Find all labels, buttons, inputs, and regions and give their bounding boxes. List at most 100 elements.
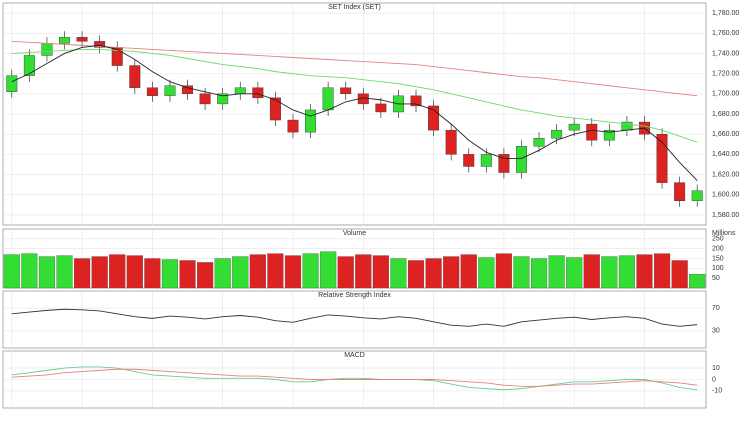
candle-body bbox=[410, 95, 422, 107]
candle-body bbox=[199, 93, 211, 105]
y-tick-label: 1,740.00 bbox=[712, 50, 739, 57]
volume-bar bbox=[618, 255, 635, 289]
indicator-line bbox=[11, 308, 698, 327]
y-tick-label: 0 bbox=[712, 376, 716, 383]
panel-title: Relative Strength Index bbox=[318, 292, 391, 299]
volume-bar bbox=[38, 256, 55, 289]
volume-bar bbox=[320, 251, 337, 289]
y-tick-label: 1,660.00 bbox=[712, 131, 739, 138]
volume-bar bbox=[302, 253, 319, 289]
volume-bar bbox=[109, 254, 126, 289]
candle-body bbox=[182, 85, 194, 95]
candle-body bbox=[480, 154, 492, 167]
volume-bar bbox=[161, 259, 179, 289]
candle-body bbox=[23, 55, 35, 76]
volume-bar bbox=[3, 254, 20, 289]
volume-bar bbox=[372, 255, 389, 289]
y-tick-label: 70 bbox=[712, 305, 720, 312]
y-tick-label: 100 bbox=[712, 265, 724, 272]
volume-bar bbox=[197, 262, 214, 289]
volume-bar bbox=[443, 256, 460, 289]
candle-body bbox=[463, 154, 475, 167]
volume-bar bbox=[654, 253, 671, 289]
y-tick-label: 1,600.00 bbox=[712, 192, 739, 199]
volume-bar bbox=[74, 258, 91, 289]
volume-bar bbox=[284, 255, 302, 289]
candle-body bbox=[445, 129, 457, 155]
panel-title: SET Index (SET) bbox=[328, 4, 381, 11]
volume-bar bbox=[91, 256, 108, 289]
candle-body bbox=[322, 87, 334, 111]
y-tick-label: 30 bbox=[712, 328, 720, 335]
volume-bar bbox=[689, 274, 706, 289]
volume-bar bbox=[179, 260, 196, 289]
panel-frame bbox=[2, 290, 707, 349]
volume-bar bbox=[636, 254, 653, 289]
candle-body bbox=[146, 87, 158, 97]
candle-body bbox=[41, 43, 53, 56]
candle-body bbox=[252, 87, 264, 99]
y-tick-label: 1,780.00 bbox=[712, 10, 739, 17]
volume-bar bbox=[56, 255, 73, 289]
volume-bar bbox=[126, 255, 143, 289]
candle-body bbox=[498, 154, 510, 173]
volume-bar bbox=[601, 256, 618, 289]
candle-body bbox=[6, 75, 18, 93]
candle-body bbox=[164, 85, 176, 97]
candle-body bbox=[129, 65, 141, 88]
candle-body bbox=[340, 87, 352, 95]
candle-body bbox=[94, 41, 106, 48]
volume-bar bbox=[232, 256, 249, 289]
candle-body bbox=[533, 138, 545, 147]
candle-body bbox=[217, 93, 229, 105]
indicator-line bbox=[11, 366, 698, 391]
volume-bar bbox=[460, 254, 477, 289]
candle-body bbox=[691, 190, 703, 201]
y-tick-label: 1,680.00 bbox=[712, 111, 739, 118]
volume-bar bbox=[583, 254, 600, 289]
candle-body bbox=[551, 129, 563, 139]
y-tick-label: 1,640.00 bbox=[712, 151, 739, 158]
y-tick-label: 1,580.00 bbox=[712, 212, 739, 219]
candle-body bbox=[375, 103, 387, 113]
candle-body bbox=[76, 37, 88, 42]
volume-bar bbox=[144, 258, 161, 289]
volume-bar bbox=[530, 258, 548, 289]
volume-bar bbox=[548, 255, 565, 289]
candle-body bbox=[515, 146, 527, 173]
volume-bar bbox=[249, 254, 266, 289]
indicator-line bbox=[11, 40, 698, 97]
candle-body bbox=[287, 119, 299, 133]
volume-bar bbox=[214, 258, 231, 289]
panel-title: Volume bbox=[343, 230, 366, 237]
candle-body bbox=[305, 109, 317, 133]
candle-body bbox=[428, 105, 440, 131]
volume-bar bbox=[425, 258, 442, 289]
y-tick-label: -10 bbox=[712, 388, 722, 395]
volume-bar bbox=[21, 253, 38, 289]
y-tick-label: 200 bbox=[712, 246, 724, 253]
y-axis-label: Millions bbox=[712, 230, 736, 237]
indicator-line bbox=[11, 368, 698, 387]
volume-bar bbox=[407, 260, 425, 289]
y-tick-label: 250 bbox=[712, 236, 724, 243]
y-tick-label: 150 bbox=[712, 255, 724, 262]
volume-bar bbox=[390, 258, 407, 289]
y-tick-label: 1,720.00 bbox=[712, 70, 739, 77]
y-tick-label: 50 bbox=[712, 275, 720, 282]
candle-body bbox=[568, 123, 580, 131]
volume-bar bbox=[513, 256, 530, 289]
volume-bar bbox=[671, 260, 688, 289]
volume-bar bbox=[495, 253, 512, 289]
volume-bar bbox=[355, 254, 372, 289]
indicator-line bbox=[11, 44, 698, 181]
panel-title: MACD bbox=[344, 352, 365, 359]
volume-bar bbox=[267, 253, 284, 289]
volume-bar bbox=[566, 257, 583, 289]
candle-body bbox=[269, 97, 281, 121]
candle-body bbox=[674, 182, 686, 201]
volume-bar bbox=[337, 256, 354, 289]
candle-body bbox=[603, 129, 615, 141]
candle-body bbox=[59, 37, 70, 44]
